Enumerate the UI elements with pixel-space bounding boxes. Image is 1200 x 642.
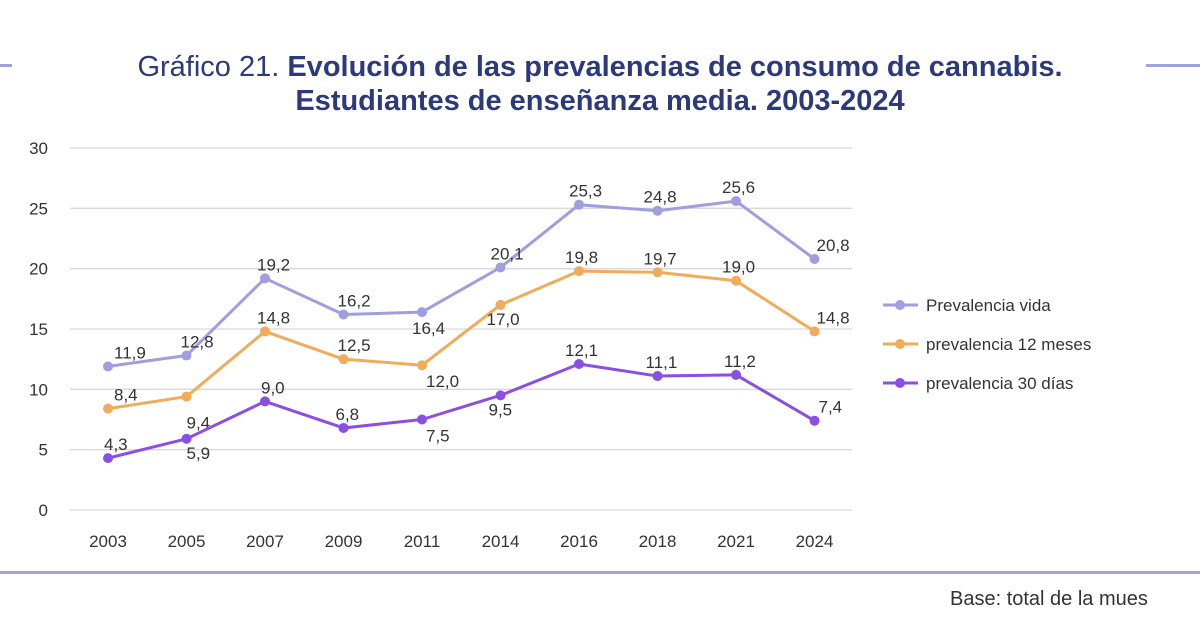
data-label: 9,4 [187,414,211,433]
chart-title-line2: Estudiantes de enseñanza media. 2003-202… [295,85,905,117]
data-label: 25,3 [569,182,602,201]
x-tick-label: 2016 [560,532,598,551]
data-point [809,415,820,426]
y-tick-label: 15 [29,320,48,339]
chart-title-prefix: Gráfico 21. [137,51,280,83]
data-point [103,361,113,372]
data-label: 12,0 [426,372,459,391]
data-point [417,307,427,318]
data-label: 24,8 [644,188,677,207]
chart-title-main: Evolución de las prevalencias de consumo… [287,51,1063,83]
x-tick-label: 2014 [482,532,520,551]
data-label: 11,1 [646,353,678,372]
data-label: 11,9 [114,343,146,362]
left-decorative-line [0,64,12,67]
x-tick-label: 2024 [796,532,834,551]
data-label: 4,3 [104,435,128,454]
data-point [731,196,741,207]
legend-label-3: prevalencia 30 días [926,374,1073,393]
data-point [417,414,427,425]
chart-title-line1: Gráfico 21. Evolución de las prevalencia… [0,50,1200,84]
data-point [103,453,113,464]
series-line-3 [107,362,816,460]
legend-marker-3 [895,378,905,388]
data-point [809,254,820,265]
data-point [495,390,506,401]
data-point [260,273,270,284]
data-label: 14,8 [817,308,850,327]
y-tick-label: 10 [29,380,48,399]
data-point [652,371,663,382]
legend-label-1: Prevalencia vida [926,296,1051,315]
data-label: 12,8 [181,333,214,352]
data-label: 12,5 [338,336,371,355]
data-label: 20,8 [817,236,850,255]
x-tick-label: 2007 [246,532,284,551]
right-decorative-line [1146,64,1200,67]
data-label: 14,8 [257,308,290,327]
data-point [731,275,741,286]
data-point [181,350,192,361]
data-point [809,326,820,337]
data-label: 25,6 [722,178,755,197]
data-label: 17,0 [487,310,520,329]
series-line-2 [107,269,816,411]
data-point [574,199,584,210]
data-label: 20,1 [491,244,524,263]
data-point [495,299,506,310]
legend-marker-1 [895,300,905,310]
data-point [652,205,663,216]
data-label: 19,0 [722,258,755,277]
data-label: 9,0 [261,378,285,397]
data-point [574,358,584,369]
data-point [652,267,663,278]
legend-marker-2 [895,339,905,349]
data-label: 16,4 [412,319,445,338]
data-label: 7,4 [819,398,843,417]
data-label: 5,9 [187,444,211,463]
data-label: 7,5 [426,427,450,446]
x-tick-label: 2021 [717,532,755,551]
footer-note: Base: total de la mues [950,588,1148,610]
data-point [495,262,506,273]
data-label: 19,7 [644,249,677,268]
data-point [181,391,192,402]
data-point [338,354,349,365]
data-label: 8,4 [114,386,138,405]
x-tick-label: 2005 [168,532,206,551]
x-tick-label: 2009 [325,532,363,551]
x-tick-label: 2018 [639,532,677,551]
x-tick-label: 2003 [89,532,127,551]
data-label: 9,5 [489,400,513,419]
data-point [103,403,113,414]
y-tick-label: 20 [29,260,48,279]
data-label: 19,2 [257,255,290,274]
data-point [181,433,192,444]
data-point [731,369,741,380]
data-point [574,266,584,277]
data-label: 19,8 [565,248,598,267]
data-label: 11,2 [724,352,756,371]
data-point [260,326,270,337]
series-line-1 [107,199,816,368]
data-point [260,396,270,407]
y-tick-label: 30 [29,139,48,158]
bottom-divider [0,571,1200,574]
data-point [338,422,349,433]
legend-label-2: prevalencia 12 meses [926,335,1091,354]
data-label: 12,1 [565,341,598,360]
data-label: 6,8 [336,405,360,424]
data-point [338,309,349,320]
y-tick-label: 5 [39,441,48,460]
y-tick-label: 0 [39,501,48,520]
data-label: 16,2 [338,292,371,311]
y-tick-label: 25 [29,199,48,218]
x-tick-label: 2011 [404,532,441,551]
data-point [417,360,427,371]
